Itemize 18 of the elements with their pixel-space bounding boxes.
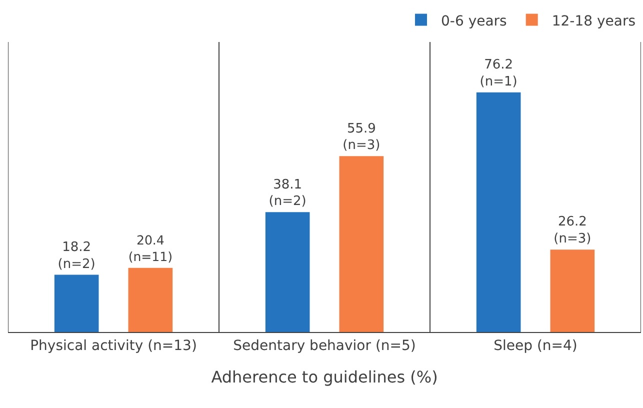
legend-label: 0-6 years bbox=[441, 13, 507, 30]
bar bbox=[54, 274, 99, 332]
data-label: 55.9 (n=3) bbox=[342, 121, 380, 154]
data-label: 20.4 (n=11) bbox=[128, 232, 173, 264]
x-tick-label: Sedentary behavior (n=5) bbox=[233, 338, 416, 354]
bar bbox=[128, 268, 173, 332]
bar bbox=[339, 156, 384, 332]
x-axis-title: Adherence to guidelines (%) bbox=[211, 368, 438, 386]
x-tick-label: Physical activity (n=13) bbox=[30, 338, 197, 354]
data-label: 38.1 (n=2) bbox=[268, 177, 306, 210]
x-tick-label: Sleep (n=4) bbox=[494, 338, 578, 354]
data-label: 18.2 (n=2) bbox=[58, 240, 96, 272]
bar bbox=[265, 212, 310, 332]
data-label: 76.2 (n=1) bbox=[480, 57, 518, 90]
data-label: 26.2 (n=3) bbox=[554, 214, 592, 247]
legend-label: 12-18 years bbox=[552, 13, 636, 30]
bar bbox=[476, 92, 521, 332]
bar bbox=[550, 250, 595, 332]
